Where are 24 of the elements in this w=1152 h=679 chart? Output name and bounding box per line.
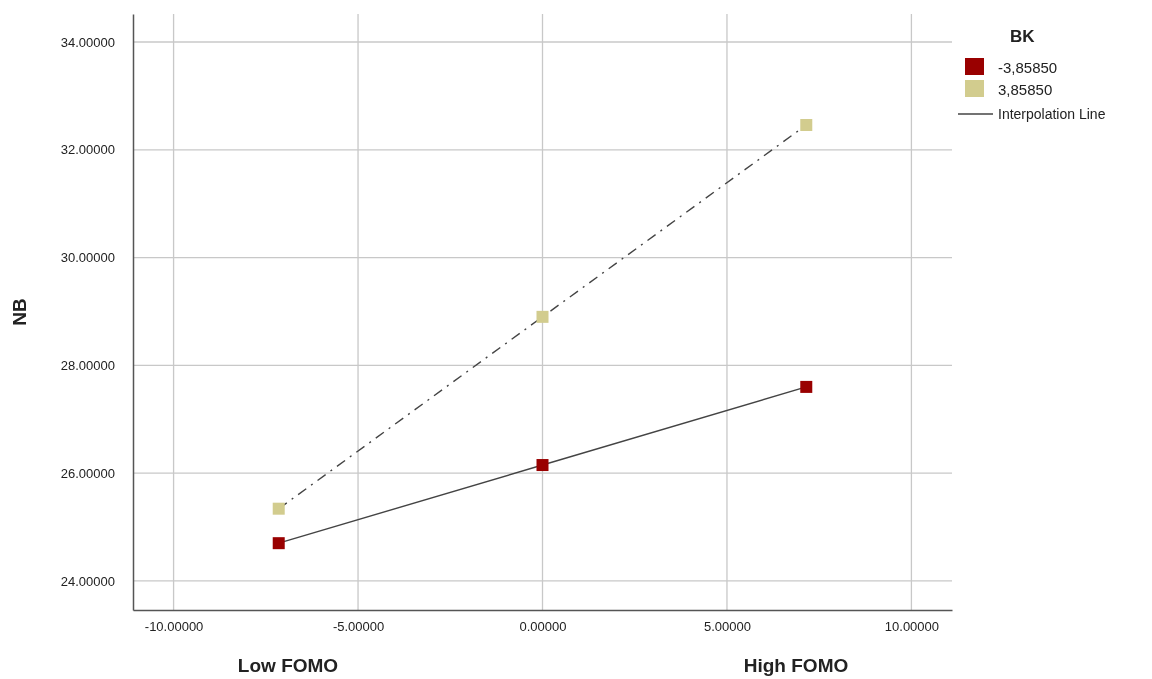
text: High FOMO — [743, 655, 849, 676]
point — [272, 502, 285, 515]
point — [536, 310, 549, 323]
y-tick-label: 26.00000 — [60, 465, 115, 481]
legend-label: 3,85850 — [998, 81, 1053, 98]
x-tick-label: 10.00000 — [884, 619, 940, 635]
y-tick-label: 34.00000 — [60, 34, 115, 50]
x-tick-label: -5.00000 — [332, 619, 385, 635]
x-tick-label: -10.00000 — [144, 619, 204, 635]
y-tick-label: 24.00000 — [60, 573, 115, 589]
y-axis-title: NB — [9, 298, 30, 326]
y-tick-label: 30.00000 — [60, 250, 115, 266]
x-tick-label: 5.00000 — [703, 619, 751, 635]
point — [536, 459, 549, 472]
point — [800, 380, 813, 393]
text: Interpolation Line — [998, 106, 1106, 122]
point — [272, 537, 285, 550]
text: Low FOMO — [237, 655, 339, 676]
legend-title: BK — [1010, 27, 1036, 46]
y-tick-label: 28.00000 — [60, 358, 115, 374]
y-tick-label: 32.00000 — [60, 142, 115, 158]
legend-label: -3,85850 — [998, 59, 1058, 76]
point — [800, 119, 813, 132]
x-tick-label: 0.00000 — [519, 619, 567, 635]
